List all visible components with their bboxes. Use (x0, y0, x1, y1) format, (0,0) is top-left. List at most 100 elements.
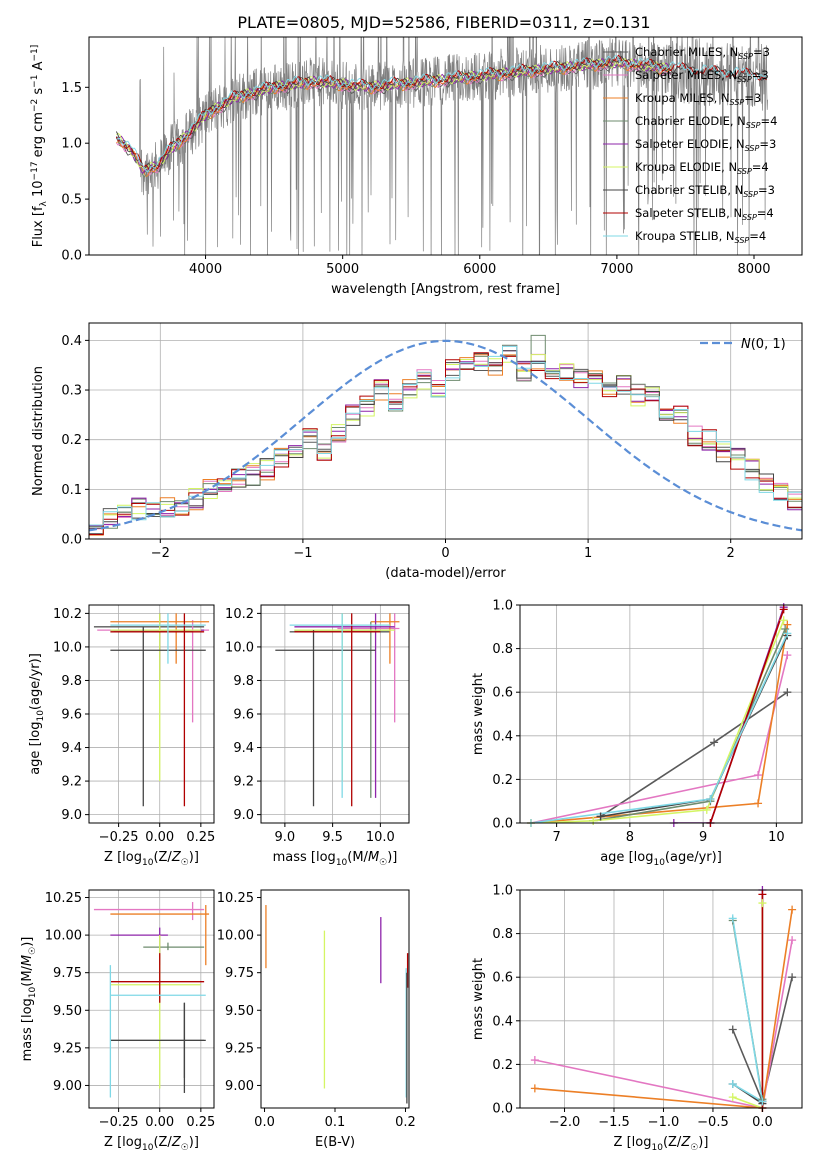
x-tick-label: 5000 (326, 262, 359, 277)
histogram-kroupa-stelib (89, 345, 802, 526)
mass-weight-marker (783, 620, 792, 629)
y-tick-label: 9.75 (225, 966, 254, 981)
mass-weight-marker (530, 1084, 539, 1093)
x-axis-label: age [log10(age/yr)] (600, 850, 722, 868)
mass-weight-marker (779, 605, 788, 614)
y-tick-label: 0.0 (492, 817, 513, 832)
y-tick-label: 0.4 (492, 1014, 513, 1029)
y-tick-label: 9.25 (53, 1041, 82, 1056)
x-tick-label: 0.2 (395, 1115, 416, 1130)
mass-weight-line (530, 654, 789, 823)
y-tick-label: 9.8 (61, 674, 82, 689)
residual-histogram-panel: −2 −1 0 1 2 0.0 0.1 0.2 0.3 0.4 (data-model)/error… (31, 322, 803, 581)
mass-weight-marker (788, 905, 797, 914)
x-tick-label: 10 (768, 830, 785, 845)
x-tick-label: 0.0 (254, 1115, 275, 1130)
y-tick-label: 10.25 (217, 891, 254, 906)
normal-curve (89, 339, 802, 532)
legend-label: Chabrier ELODIE, NSSP=4 (635, 114, 777, 130)
model-spectrum-kroupa-stelib (116, 55, 767, 173)
legend-label: Kroupa STELIB, NSSP=4 (635, 229, 766, 245)
mass-weight-marker (788, 936, 797, 945)
axes-frame (519, 604, 803, 824)
age-vs-mass-panel: 9.0 9.5 10.0 9.0 9.2 9.4 9.6 9.8 10.0 10.2 mass [l… (225, 604, 410, 868)
legend-label: Kroupa MILES, NSSP=3 (635, 91, 761, 107)
y-tick-label: 9.4 (61, 741, 82, 756)
y-tick-label: 0.2 (492, 773, 513, 788)
y-tick-label: 0.2 (492, 1058, 513, 1073)
y-tick-label: 0.4 (492, 729, 513, 744)
x-tick-label: 9.0 (275, 830, 296, 845)
x-tick-label: −1 (293, 546, 312, 561)
mass-weight-marker (728, 1093, 737, 1102)
y-tick-label: 10.2 (225, 607, 254, 622)
x-axis-label: Z [log10(Z/Z☉)] (614, 1135, 709, 1153)
x-tick-label: 10.0 (366, 830, 395, 845)
axes-frame (519, 889, 803, 1109)
mass-weight-marker (706, 795, 715, 804)
plot-area (534, 890, 793, 1108)
x-tick-label: −0.25 (99, 1115, 139, 1130)
mass-weight-vs-age-panel: 7 8 9 10 0.0 0.2 0.4 0.6 0.8 1.0 age [log10(age/yr… (471, 599, 803, 868)
y-tick-label: 9.00 (225, 1079, 254, 1094)
y-tick-label: 0.6 (492, 971, 513, 986)
mass-weight-marker (530, 1056, 539, 1065)
mass-weight-line (534, 939, 793, 1108)
axes-frame (88, 889, 215, 1109)
y-tick-label: 0.6 (492, 686, 513, 701)
y-tick-label: 9.75 (53, 966, 82, 981)
mass-weight-line (530, 624, 789, 823)
x-tick-label: 9 (699, 830, 707, 845)
y-tick-label: 0.5 (61, 193, 82, 208)
x-axis-label: mass [log10(M/M☉)] (273, 850, 398, 868)
mass-weight-marker (728, 1025, 737, 1034)
model-spectrum-chabrier-stelib (115, 55, 767, 170)
y-tick-label: 9.8 (233, 674, 254, 689)
x-axis-label: Z [log10(Z/Z☉)] (104, 850, 199, 868)
x-axis-label: Z [log10(Z/Z☉)] (104, 1135, 199, 1153)
plot-area (275, 613, 400, 807)
y-tick-label: 1.0 (492, 599, 513, 614)
legend-label: Salpeter MILES, NSSP=3 (635, 68, 769, 84)
model-spectrum-salpeter-stelib (115, 54, 767, 171)
y-axis-label: mass weight (471, 673, 486, 755)
mass-weight-marker (754, 771, 763, 780)
y-tick-label: 9.25 (225, 1041, 254, 1056)
mass-weight-line (530, 632, 789, 823)
mass-vs-ebv-panel: 0.0 0.1 0.2 9.00 9.25 9.50 9.75 10.00 10.25 E(B-V… (217, 889, 416, 1150)
y-axis-label: mass weight (471, 958, 486, 1040)
y-tick-label: 1.0 (61, 137, 82, 152)
x-tick-label: −1.5 (598, 1115, 630, 1130)
mass-weight-line (530, 619, 785, 823)
mass-weight-marker (710, 738, 719, 747)
y-axis-label: mass [log10(M/M☉)] (20, 937, 38, 1062)
x-tick-label: 0.1 (325, 1115, 346, 1130)
y-axis-label: Normed distribution (31, 366, 46, 496)
y-tick-label: 1.5 (61, 81, 82, 96)
x-tick-label: 0 (441, 546, 449, 561)
mass-weight-line (593, 628, 786, 822)
x-tick-label: 7 (552, 830, 560, 845)
x-tick-label: 2 (727, 546, 735, 561)
mass-weight-line (534, 909, 793, 1108)
mass-weight-marker (758, 890, 767, 899)
x-tick-label: −0.25 (99, 830, 139, 845)
y-tick-label: 9.6 (233, 708, 254, 723)
y-tick-label: 0.0 (492, 1102, 513, 1117)
y-tick-label: 10.0 (53, 640, 82, 655)
y-tick-label: 10.2 (53, 607, 82, 622)
figure-title: PLATE=0805, MJD=52586, FIBERID=0311, z=0… (237, 13, 650, 32)
x-tick-label: 0.25 (186, 1115, 215, 1130)
x-axis-label: (data-model)/error (385, 566, 506, 581)
mass-weight-marker (788, 973, 797, 982)
y-tick-label: 10.0 (225, 640, 254, 655)
mass-weight-marker (728, 914, 737, 923)
plot-area (89, 334, 802, 536)
y-tick-label: 9.50 (225, 1004, 254, 1019)
x-tick-label: 8 (626, 830, 634, 845)
observed-spectrum-line (116, 37, 768, 255)
mass-weight-line (709, 609, 785, 823)
y-tick-label: 0.3 (61, 384, 82, 399)
x-tick-label: 0.25 (186, 830, 215, 845)
